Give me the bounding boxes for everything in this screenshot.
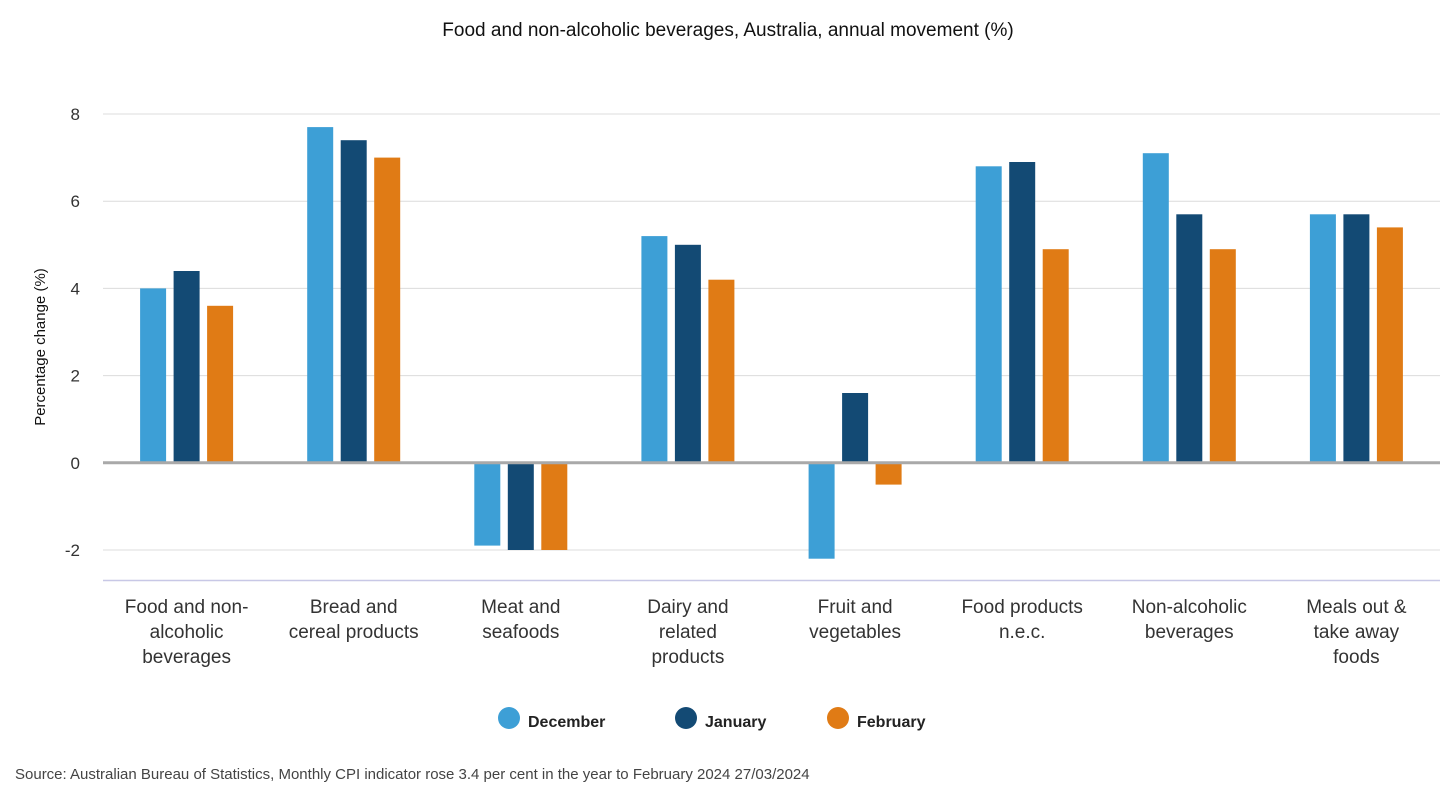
- y-tick-label: -2: [65, 541, 80, 560]
- x-category-label-line: alcoholic: [150, 622, 224, 643]
- x-category-label-line: Non-alcoholic: [1132, 597, 1247, 618]
- bar-february-2: [541, 462, 568, 550]
- bar-february-4: [875, 462, 902, 485]
- bar-january-0: [173, 271, 200, 463]
- bar-january-2: [507, 462, 534, 550]
- x-category-label: Bread and cereal products: [289, 597, 419, 643]
- x-category-label: Food products n.e.c.: [961, 597, 1082, 643]
- y-tick-label: 0: [71, 454, 80, 473]
- x-category-label-line: Bread and: [310, 597, 398, 618]
- x-category-label-line: Meat and: [481, 597, 560, 618]
- bar-january-1: [340, 140, 367, 463]
- x-category-label: Dairy and related products: [647, 597, 728, 668]
- x-category-label: Non-alcoholic beverages: [1132, 597, 1247, 643]
- bar-december-3: [641, 236, 668, 463]
- bar-january-5: [1009, 162, 1036, 463]
- x-category-label-line: related: [659, 622, 717, 643]
- bars: [140, 127, 1403, 559]
- x-category-label-line: products: [651, 647, 724, 668]
- bar-february-1: [374, 157, 401, 463]
- x-category-label-line: cereal products: [289, 622, 419, 643]
- bar-january-7: [1343, 214, 1370, 463]
- x-category-label: Meals out & take away foods: [1306, 597, 1407, 668]
- bar-january-3: [674, 244, 701, 463]
- bar-december-7: [1309, 214, 1336, 463]
- y-axis-label: Percentage change (%): [32, 268, 49, 426]
- x-category-label-line: Food and non-: [125, 597, 249, 618]
- x-category-label-line: beverages: [142, 647, 231, 668]
- x-category-label-line: n.e.c.: [999, 622, 1045, 643]
- bar-february-7: [1376, 227, 1403, 463]
- x-category-label-line: foods: [1333, 647, 1379, 668]
- bar-february-0: [207, 305, 234, 463]
- bar-february-5: [1042, 249, 1069, 463]
- legend-marker-january: [675, 707, 697, 729]
- legend-label-february: February: [857, 714, 926, 731]
- bar-january-6: [1176, 214, 1203, 463]
- bar-january-4: [842, 393, 869, 463]
- bar-december-0: [140, 288, 167, 463]
- x-category-label: Meat and seafoods: [481, 597, 560, 643]
- source-note: Source: Australian Bureau of Statistics,…: [15, 766, 810, 783]
- x-category-label-line: Meals out &: [1306, 597, 1407, 618]
- x-category-label-line: Fruit and: [818, 597, 893, 618]
- bar-december-6: [1142, 153, 1169, 463]
- x-category-label-line: Dairy and: [647, 597, 728, 618]
- x-category-label-line: take away: [1314, 622, 1400, 643]
- x-category-label-line: vegetables: [809, 622, 901, 643]
- legend-marker-december: [498, 707, 520, 729]
- x-category-label-line: Food products: [961, 597, 1082, 618]
- y-axis-ticks: -2 0 2 4 6 8: [65, 105, 80, 560]
- bar-february-6: [1209, 249, 1236, 463]
- bar-december-2: [474, 462, 501, 546]
- x-category-label: Food and non-alcoholic beverages: [125, 597, 249, 668]
- legend-label-december: December: [528, 714, 605, 731]
- bar-december-4: [808, 462, 835, 559]
- y-tick-label: 6: [71, 192, 80, 211]
- x-axis-category-labels: Food and non-alcoholic beverages Bread and…: [125, 597, 1407, 668]
- x-category-label: Fruit and vegetables: [809, 597, 901, 643]
- bar-february-3: [708, 279, 735, 463]
- bar-december-1: [307, 127, 334, 463]
- chart-title: Food and non-alcoholic beverages, Austra…: [442, 20, 1013, 41]
- x-category-label-line: beverages: [1145, 622, 1234, 643]
- legend-marker-february: [827, 707, 849, 729]
- y-tick-label: 2: [71, 367, 80, 386]
- legend-label-january: January: [705, 714, 766, 731]
- legend: December January February: [498, 707, 926, 731]
- y-tick-label: 8: [71, 105, 80, 124]
- y-tick-label: 4: [71, 279, 80, 298]
- gridlines: [103, 113, 1440, 582]
- bar-december-5: [975, 166, 1002, 463]
- x-category-label-line: seafoods: [482, 622, 559, 643]
